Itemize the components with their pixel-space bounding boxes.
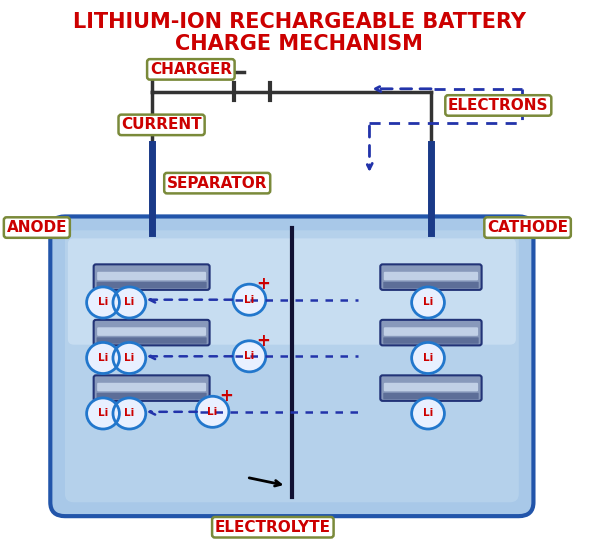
FancyBboxPatch shape xyxy=(384,383,478,391)
Text: Li: Li xyxy=(423,297,433,307)
FancyBboxPatch shape xyxy=(380,264,482,290)
Text: CURRENT: CURRENT xyxy=(121,117,202,133)
Text: CHARGE MECHANISM: CHARGE MECHANISM xyxy=(175,34,423,54)
FancyBboxPatch shape xyxy=(96,337,207,344)
Text: LITHIUM-ION RECHARGEABLE BATTERY: LITHIUM-ION RECHARGEABLE BATTERY xyxy=(73,12,526,32)
Circle shape xyxy=(411,342,445,374)
FancyBboxPatch shape xyxy=(383,393,479,399)
Text: ANODE: ANODE xyxy=(7,220,67,235)
FancyBboxPatch shape xyxy=(96,282,207,288)
Circle shape xyxy=(411,398,445,429)
Text: Li: Li xyxy=(423,408,433,418)
Text: ELECTRONS: ELECTRONS xyxy=(448,98,549,113)
Text: SEPARATOR: SEPARATOR xyxy=(167,175,268,191)
FancyBboxPatch shape xyxy=(94,320,210,345)
Text: CHARGER: CHARGER xyxy=(150,62,232,77)
Text: ELECTROLYTE: ELECTROLYTE xyxy=(215,519,331,535)
FancyBboxPatch shape xyxy=(384,327,478,336)
Text: Li: Li xyxy=(244,295,255,305)
FancyBboxPatch shape xyxy=(96,393,207,399)
Circle shape xyxy=(411,287,445,318)
Text: CATHODE: CATHODE xyxy=(487,220,568,235)
Text: +: + xyxy=(256,332,270,350)
Circle shape xyxy=(113,287,146,318)
FancyBboxPatch shape xyxy=(68,239,516,345)
FancyBboxPatch shape xyxy=(97,272,206,280)
Text: Li: Li xyxy=(423,353,433,363)
Circle shape xyxy=(113,398,146,429)
Circle shape xyxy=(196,396,229,427)
FancyBboxPatch shape xyxy=(65,230,519,502)
Text: +: + xyxy=(219,387,233,405)
Text: Li: Li xyxy=(98,353,108,363)
Circle shape xyxy=(86,287,120,318)
FancyBboxPatch shape xyxy=(383,282,479,288)
Circle shape xyxy=(113,342,146,374)
Text: Li: Li xyxy=(207,407,218,417)
Text: Li: Li xyxy=(124,408,134,418)
FancyBboxPatch shape xyxy=(380,375,482,401)
FancyBboxPatch shape xyxy=(94,264,210,290)
FancyBboxPatch shape xyxy=(97,383,206,391)
Text: +: + xyxy=(256,275,270,293)
Text: Li: Li xyxy=(244,351,255,361)
Circle shape xyxy=(233,284,266,315)
Circle shape xyxy=(86,342,120,374)
Text: Li: Li xyxy=(124,353,134,363)
FancyBboxPatch shape xyxy=(380,320,482,345)
Text: Li: Li xyxy=(98,408,108,418)
Text: Li: Li xyxy=(124,297,134,307)
FancyBboxPatch shape xyxy=(384,272,478,280)
Text: Li: Li xyxy=(98,297,108,307)
Circle shape xyxy=(233,341,266,372)
FancyBboxPatch shape xyxy=(97,327,206,336)
Circle shape xyxy=(86,398,120,429)
FancyBboxPatch shape xyxy=(50,216,533,516)
FancyBboxPatch shape xyxy=(94,375,210,401)
FancyBboxPatch shape xyxy=(383,337,479,344)
